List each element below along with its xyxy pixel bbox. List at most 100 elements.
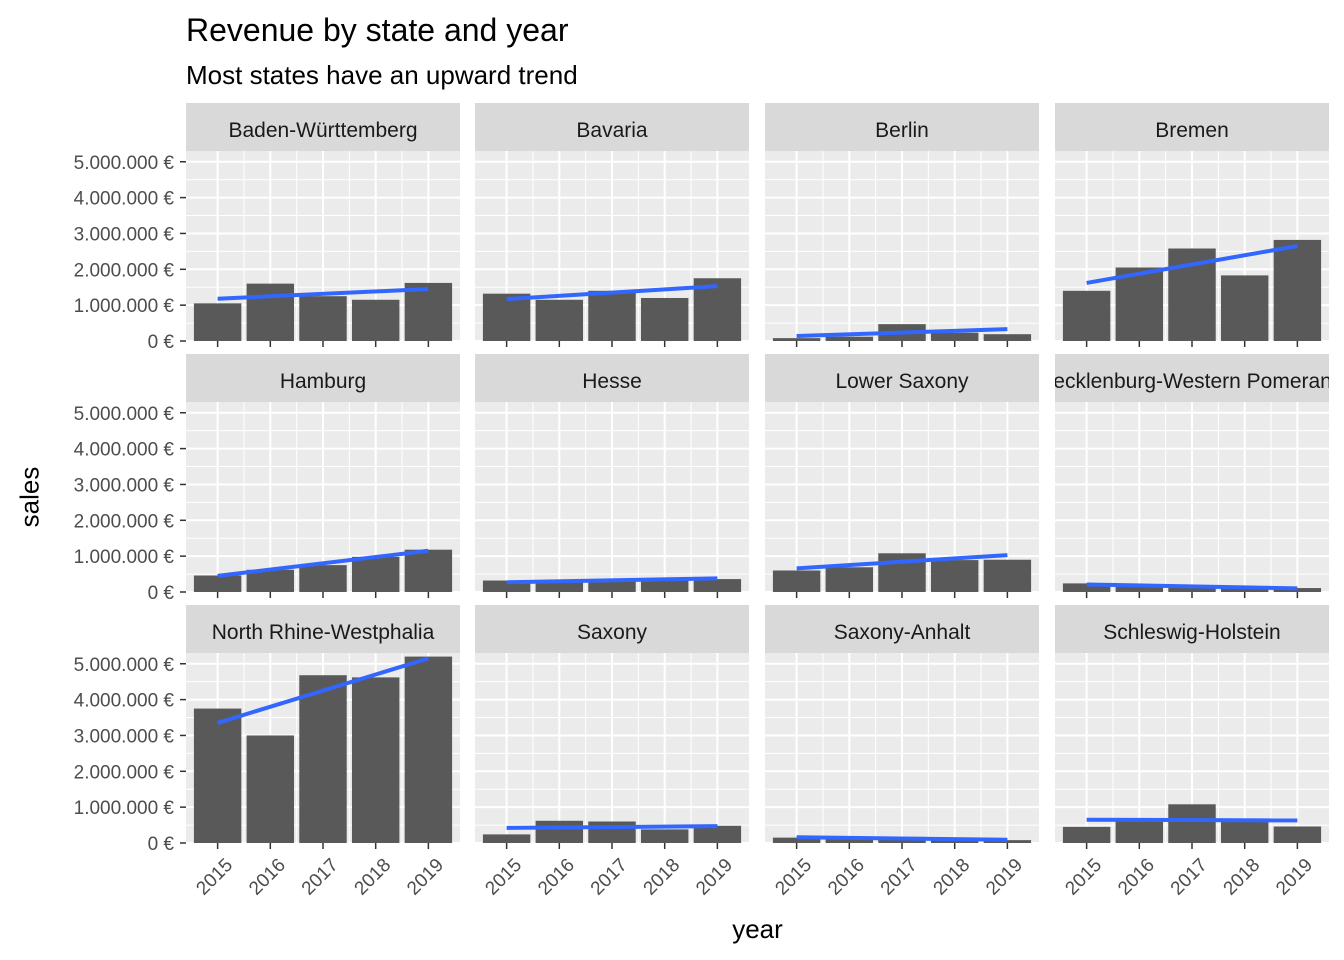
facet-strip-bavaria <box>475 103 749 151</box>
x-tick-label: 2015 <box>192 855 237 900</box>
x-axis-label: year <box>732 914 783 944</box>
bar-bremen-2019 <box>1273 239 1322 341</box>
bar-bavaria-2016 <box>535 299 584 341</box>
y-tick-label: 4.000.000 € <box>74 440 175 461</box>
bar-lower-saxony-2016 <box>825 567 874 592</box>
bar-saxony-2017 <box>588 821 636 843</box>
bar-saxony-2016 <box>535 820 584 843</box>
y-tick-label: 1.000.000 € <box>74 547 175 568</box>
bar-bremen-2018 <box>1220 275 1269 341</box>
panel-baden-wurttemberg: Baden-Württemberg 0 € 1.000.000 € 2.000.000… <box>74 103 460 353</box>
bar-lower-saxony-2015 <box>772 570 821 592</box>
x-tick-label: 2017 <box>587 855 632 900</box>
x-tick-label: 2015 <box>481 855 526 900</box>
panel-saxony-anhalt: Saxony-Anhalt 2015 2016 2017 2018 2019 <box>765 605 1039 899</box>
facet-strip-hesse <box>475 354 749 402</box>
x-tick-label: 2016 <box>534 855 579 900</box>
bar-hesse-2018 <box>640 580 689 592</box>
x-tick-label: 2015 <box>1061 855 1106 900</box>
bar-bremen-2015 <box>1062 290 1111 341</box>
bar-hesse-2017 <box>588 580 636 592</box>
y-tick-label: 0 € <box>148 332 175 353</box>
bar-bremen-2016 <box>1115 267 1164 341</box>
bar-hesse-2015 <box>482 580 531 592</box>
panel-berlin: Berlin <box>765 103 1039 347</box>
x-tick-label: 2018 <box>1220 855 1265 900</box>
trend-line-saxony <box>506 824 718 830</box>
facet-strip-saxony-anhalt <box>765 605 1039 653</box>
y-tick-label: 4.000.000 € <box>74 691 175 712</box>
y-tick-label: 2.000.000 € <box>74 511 175 532</box>
bar-north-rhine-westphalia-2016 <box>246 735 295 843</box>
facet-strip-label: Mecklenburg-Western Pomerania <box>1036 370 1344 393</box>
facet-strip-label: Hesse <box>582 370 642 393</box>
facet-strip-berlin <box>765 103 1039 151</box>
trend-line-lower-saxony <box>796 553 1008 571</box>
bar-baden-wurttemberg-2019 <box>404 282 453 341</box>
trend-line-baden-wurttemberg <box>217 287 429 301</box>
y-tick-label: 2.000.000 € <box>74 762 175 783</box>
bar-baden-wurttemberg-2015 <box>193 303 242 341</box>
bar-berlin-2018 <box>930 332 979 341</box>
facet-strip-north-rhine-westphalia <box>186 605 460 653</box>
y-tick-label: 3.000.000 € <box>74 475 175 496</box>
bar-berlin-2016 <box>825 336 874 341</box>
facet-strip-label: Lower Saxony <box>835 370 969 393</box>
y-tick-label: 1.000.000 € <box>74 296 175 317</box>
bar-north-rhine-westphalia-2019 <box>404 656 453 843</box>
chart-subtitle: Most states have an upward trend <box>186 60 578 90</box>
bar-lower-saxony-2019 <box>983 559 1032 592</box>
x-tick-label: 2018 <box>351 855 396 900</box>
y-tick-label: 5.000.000 € <box>74 153 175 174</box>
bar-lower-saxony-2018 <box>930 560 979 592</box>
y-axis-label: sales <box>14 466 45 528</box>
x-tick-label: 2017 <box>1167 855 1212 900</box>
bar-saxony-2015 <box>482 834 531 843</box>
x-tick-label: 2016 <box>1114 855 1159 900</box>
bar-baden-wurttemberg-2018 <box>351 299 400 341</box>
trend-line-hamburg <box>217 548 429 578</box>
facet-strip-label: Bavaria <box>576 119 648 142</box>
facet-strip-label: Hamburg <box>280 370 366 393</box>
trend-line-schleswig-holstein <box>1086 817 1298 823</box>
x-tick-label: 2018 <box>640 855 685 900</box>
panel-hamburg: Hamburg 0 € 1.000.000 € 2.000.000 € 3.000.00… <box>74 354 460 604</box>
panel-lower-saxony: Lower Saxony <box>765 354 1039 598</box>
facet-strip-label: Baden-Württemberg <box>228 119 417 142</box>
x-tick-label: 2019 <box>982 855 1027 900</box>
facet-strip-lower-saxony <box>765 354 1039 402</box>
facet-strip-bremen <box>1055 103 1329 151</box>
bar-mecklenburg-western-pomerania-2017 <box>1168 586 1216 592</box>
y-tick-label: 5.000.000 € <box>74 404 175 425</box>
bar-north-rhine-westphalia-2015 <box>193 708 242 843</box>
bar-saxony-2018 <box>640 829 689 843</box>
y-tick-label: 0 € <box>148 583 175 604</box>
bar-berlin-2019 <box>983 334 1032 341</box>
facet-strip-hamburg <box>186 354 460 402</box>
x-tick-label: 2019 <box>692 855 737 900</box>
trend-line-bremen <box>1086 244 1298 285</box>
bar-hesse-2019 <box>693 579 742 592</box>
facet-strip-saxony <box>475 605 749 653</box>
bar-hamburg-2015 <box>193 575 242 592</box>
y-tick-label: 3.000.000 € <box>74 726 175 747</box>
facet-strip-mecklenburg-western-pomerania <box>1055 354 1329 402</box>
x-tick-label: 2017 <box>877 855 922 900</box>
bar-berlin-2015 <box>772 338 821 341</box>
x-tick-label: 2016 <box>824 855 869 900</box>
bar-hesse-2016 <box>535 582 584 592</box>
trend-line-hesse <box>506 576 718 585</box>
panel-bremen: Bremen <box>1055 103 1329 347</box>
panel-saxony: Saxony 2015 2016 2017 2018 2019 <box>475 605 749 899</box>
bar-schleswig-holstein-2018 <box>1220 820 1269 843</box>
panel-bavaria: Bavaria <box>475 103 749 347</box>
bar-saxony-anhalt-2019 <box>983 840 1032 843</box>
bar-hamburg-2017 <box>299 565 347 592</box>
x-tick-label: 2018 <box>930 855 975 900</box>
bar-mecklenburg-western-pomerania-2018 <box>1220 587 1269 592</box>
trend-line-north-rhine-westphalia <box>217 656 429 725</box>
y-tick-label: 3.000.000 € <box>74 224 175 245</box>
bar-bavaria-2018 <box>640 297 689 341</box>
facet-strip-label: North Rhine-Westphalia <box>212 621 435 644</box>
